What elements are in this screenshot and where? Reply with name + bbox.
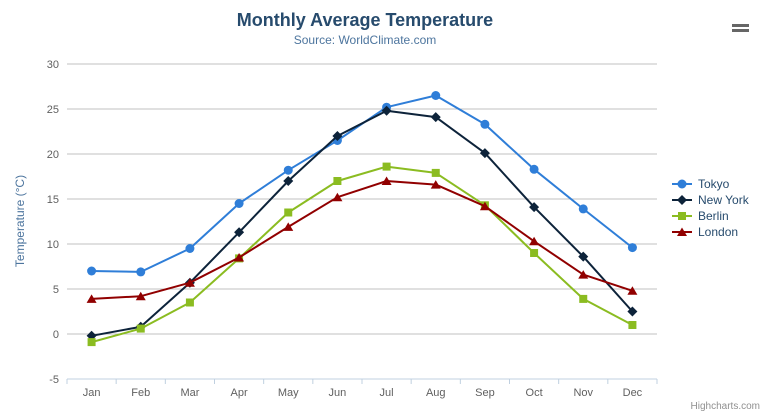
series-point-berlin[interactable] [136,324,145,333]
x-axis-tick-label: Nov [573,387,593,399]
series-point-london[interactable] [627,286,638,295]
series-point-london[interactable] [578,270,589,279]
series-point-berlin[interactable] [628,321,637,329]
square-marker-icon [672,212,692,220]
series-point-new-york[interactable] [234,227,245,238]
series-point-tokyo[interactable] [185,244,195,253]
series-point-berlin[interactable] [579,294,588,303]
series-point-berlin[interactable] [530,249,539,257]
x-axis-tick-label: Feb [131,387,150,399]
legend-label-london: London [698,225,739,239]
series-point-london[interactable] [234,253,245,262]
series-point-berlin[interactable] [431,168,440,177]
series-point-tokyo[interactable] [480,119,490,129]
chart-title: Monthly Average Temperature [236,10,494,30]
series-point-tokyo[interactable] [529,164,539,174]
x-axis-tick-label: May [278,387,299,399]
legend-label-berlin: Berlin [698,209,729,223]
y-axis-title: Temperature (°C) [13,174,27,268]
chart-subtitle: Source: WorldClimate.com [293,33,437,47]
y-axis-tick-label: 25 [47,104,59,116]
series-point-new-york[interactable] [381,105,392,116]
series-point-new-york[interactable] [529,202,540,213]
x-axis-tick-label: Jun [329,387,347,399]
series-point-london[interactable] [283,222,294,231]
x-axis-tick-label: Apr [231,387,248,399]
series-point-new-york[interactable] [283,176,294,186]
y-axis-tick-label: 15 [47,194,59,206]
series-point-tokyo[interactable] [578,204,588,214]
circle-marker-icon [672,179,692,189]
triangle-marker-icon [672,227,692,236]
series-point-tokyo[interactable] [627,243,637,253]
legend-item-new-york[interactable]: New York [671,192,749,208]
credits-link[interactable]: Highcharts.com [690,401,760,412]
hamburger-menu-icon [732,24,750,32]
diamond-marker-icon [672,195,692,205]
legend-item-tokyo[interactable]: Tokyo [671,176,749,192]
series-point-london[interactable] [332,192,343,202]
series-point-london[interactable] [479,201,490,211]
series-point-tokyo[interactable] [283,165,293,175]
series-point-tokyo[interactable] [431,91,441,100]
y-axis-tick-label: 30 [47,59,59,71]
series-point-new-york[interactable] [430,112,441,123]
series-point-berlin[interactable] [87,338,96,347]
x-axis-tick-label: Jan [83,387,101,399]
series-point-berlin[interactable] [185,298,194,307]
series-point-new-york[interactable] [578,251,589,262]
legend: Tokyo New York Berlin London [671,176,749,240]
y-axis-tick-label: 10 [47,239,59,251]
series-point-london[interactable] [430,180,441,189]
x-axis-tick-label: Dec [623,387,643,399]
series-point-london[interactable] [184,278,195,287]
series-point-berlin[interactable] [333,177,342,185]
series-line-tokyo[interactable] [91,94,634,273]
series-point-london[interactable] [529,236,540,246]
x-axis-tick-label: Aug [426,387,446,399]
y-axis-tick-label: -5 [49,374,59,386]
series-point-new-york[interactable] [627,306,638,317]
series-point-new-york[interactable] [332,131,343,141]
series-point-berlin[interactable] [382,162,391,171]
y-axis-tick-label: 0 [53,329,59,341]
series-point-tokyo[interactable] [234,199,244,208]
series-point-new-york[interactable] [479,148,490,159]
y-axis-tick-label: 20 [47,149,59,161]
legend-item-berlin[interactable]: Berlin [671,208,749,224]
series-point-berlin[interactable] [284,208,293,217]
context-menu-button[interactable] [730,19,752,39]
x-axis-tick-label: Mar [180,387,199,399]
legend-label-new-york: New York [698,193,749,207]
x-axis-tick-label: Oct [526,387,543,399]
series-line-berlin[interactable] [91,165,633,344]
series-line-new-york[interactable] [91,109,634,337]
x-axis-tick-label: Jul [380,387,394,399]
legend-item-london[interactable]: London [671,224,749,240]
series-point-london[interactable] [86,294,97,303]
series-point-london[interactable] [135,291,146,301]
series-point-london[interactable] [381,176,392,186]
legend-label-tokyo: Tokyo [698,177,730,191]
y-axis-tick-label: 5 [53,284,59,296]
series-line-london[interactable] [91,180,633,300]
series-point-tokyo[interactable] [87,266,97,276]
x-axis-tick-label: Sep [475,387,495,399]
series-point-tokyo[interactable] [136,267,146,277]
